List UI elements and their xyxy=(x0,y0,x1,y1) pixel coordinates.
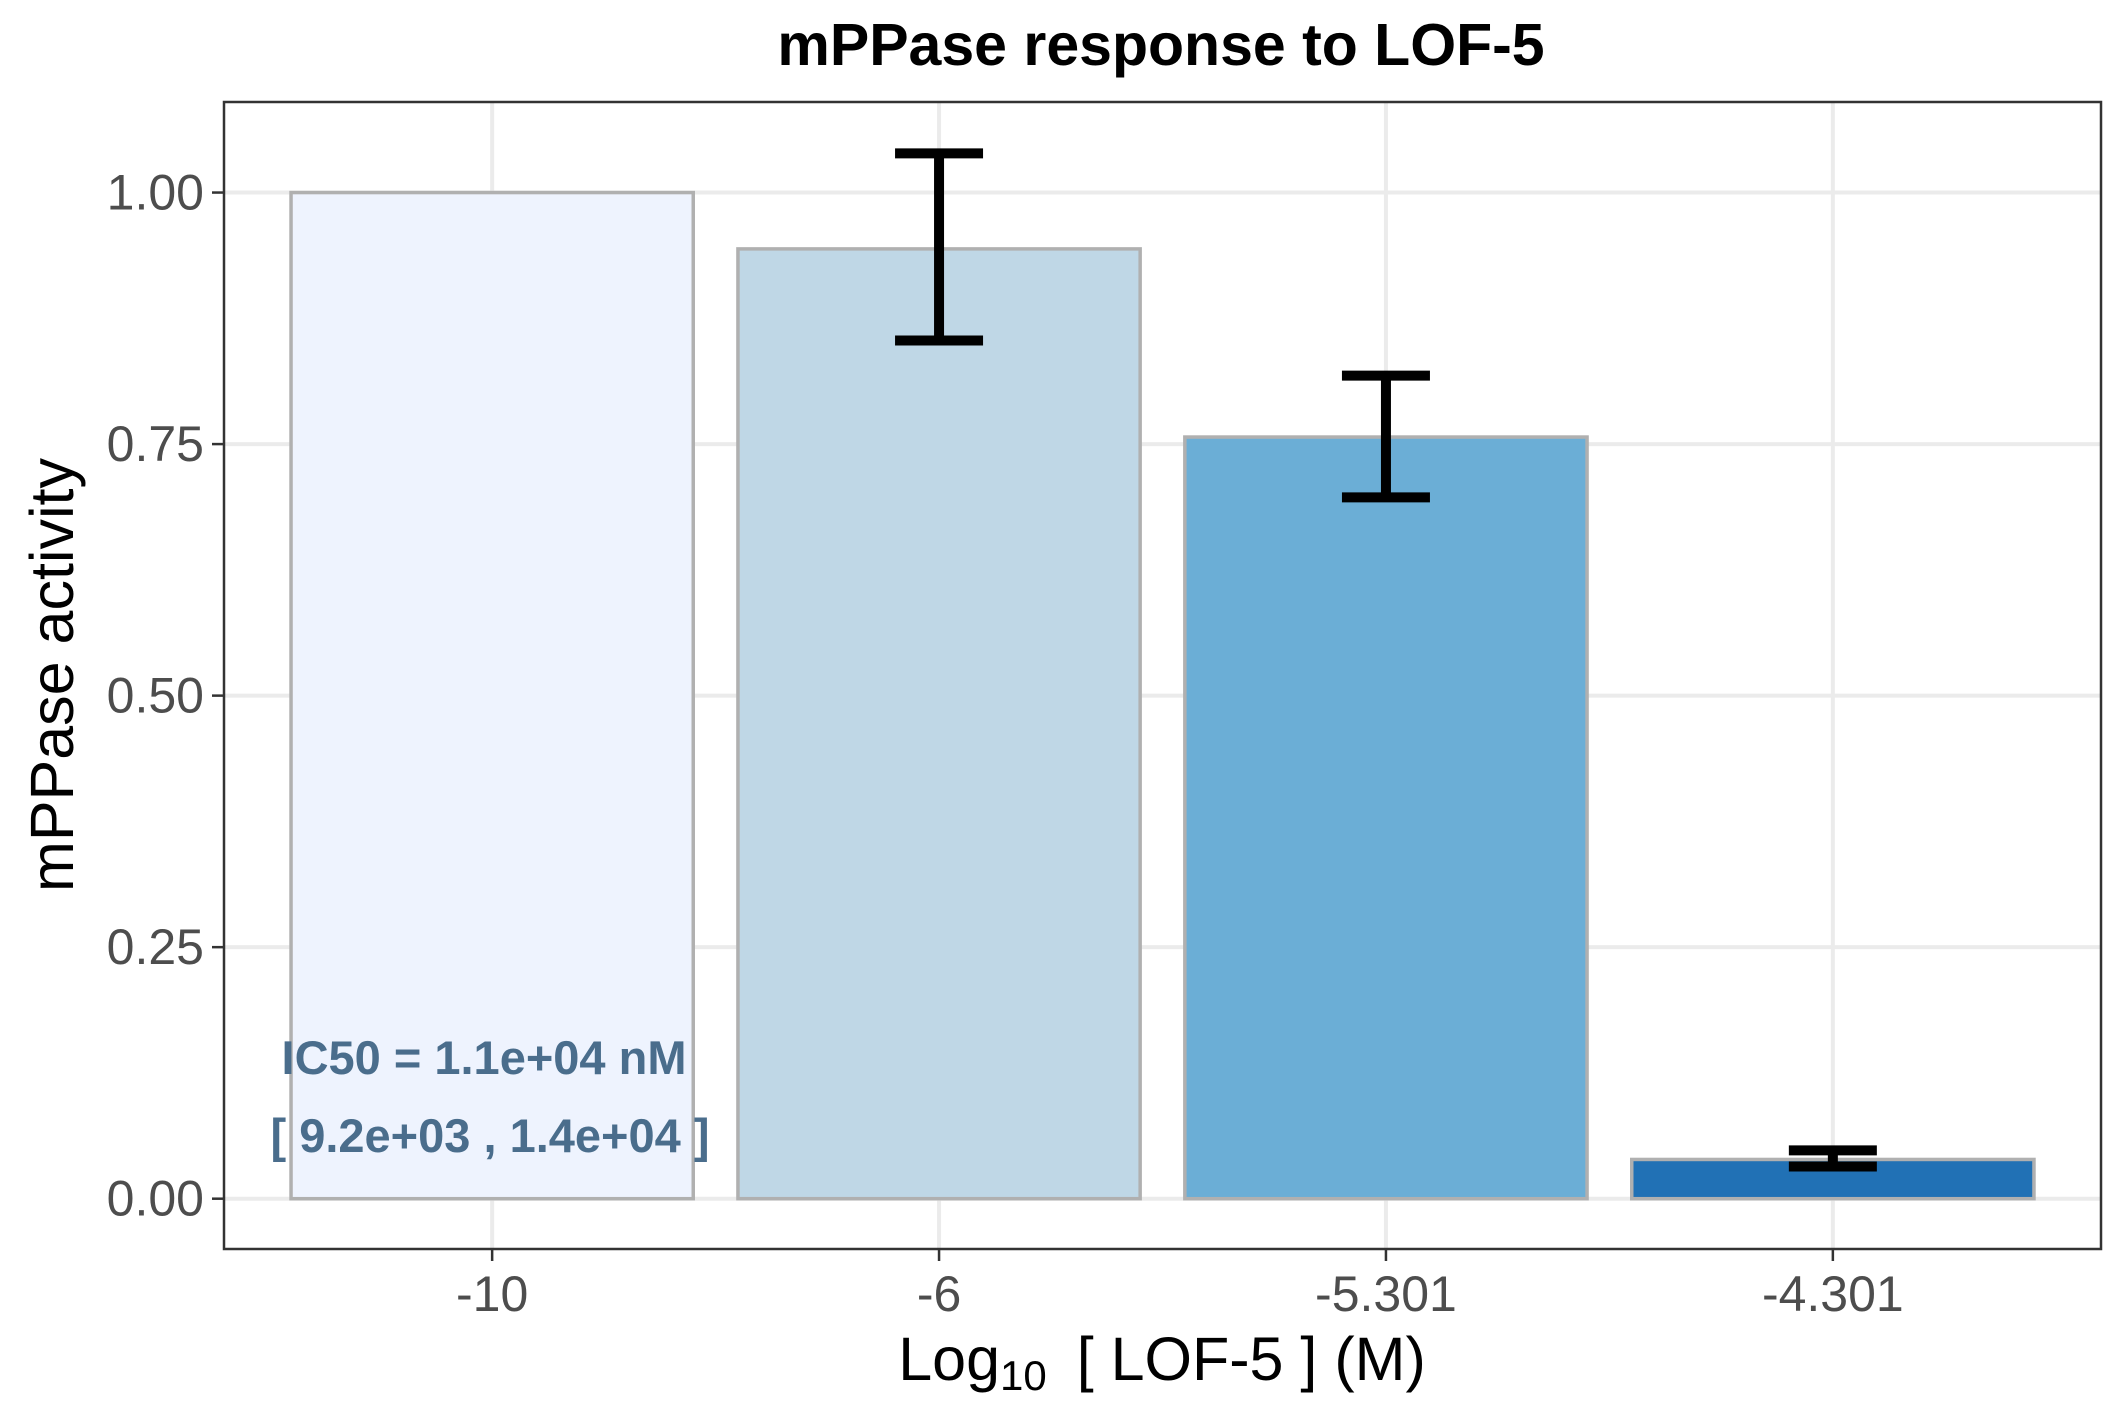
y-tick-label: 0.75 xyxy=(107,416,204,472)
ic50-annotation: IC50 = 1.1e+04 nM xyxy=(282,1031,687,1084)
x-axis-title-subscript: 10 xyxy=(1000,1352,1047,1399)
x-tick-label: -4.301 xyxy=(1762,1266,1904,1322)
bar-3 xyxy=(1183,435,1589,1201)
y-axis: 0.00 0.25 0.50 0.75 1.00 xyxy=(107,165,224,1227)
x-tick-label: -6 xyxy=(917,1266,961,1322)
chart-title: mPPase response to LOF-5 xyxy=(777,12,1544,78)
y-tick-label: 1.00 xyxy=(107,165,204,221)
x-axis-title-rest: [ LOF-5 ] (M) xyxy=(1077,1325,1426,1393)
plot-panel-border xyxy=(222,100,2103,1251)
bar-1 xyxy=(289,190,695,1201)
y-tick-label: 0.50 xyxy=(107,668,204,724)
error-bar-2 xyxy=(895,148,984,346)
error-bars xyxy=(895,148,1877,1172)
y-tick-label: 0.00 xyxy=(107,1171,204,1227)
x-tick-label: -10 xyxy=(456,1266,528,1322)
bar-2 xyxy=(736,247,1142,1201)
x-tick-label: -5.301 xyxy=(1315,1266,1457,1322)
y-axis-title: mPPase activity xyxy=(18,458,86,892)
x-axis: -10 -6 -5.301 -4.301 xyxy=(456,1249,1904,1322)
ic50-confidence-interval: [ 9.2e+03 , 1.4e+04 ] xyxy=(271,1109,710,1162)
error-bar-3 xyxy=(1341,370,1430,503)
bars xyxy=(289,190,2036,1201)
error-bar-4 xyxy=(1788,1145,1877,1172)
x-axis-title-log: Log xyxy=(898,1325,1000,1393)
y-tick-label: 0.25 xyxy=(107,919,204,975)
x-axis-title: Log10 [ LOF-5 ] (M) xyxy=(898,1325,1426,1399)
